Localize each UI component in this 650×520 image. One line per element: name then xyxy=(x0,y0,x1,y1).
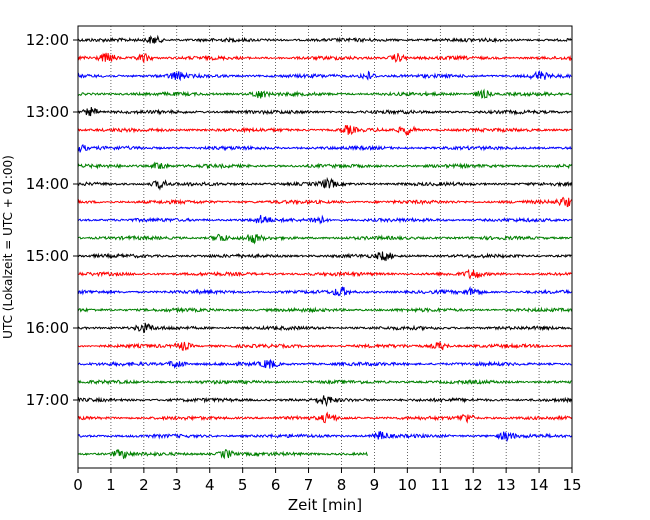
y-tick-label: 15:00 xyxy=(26,247,69,265)
x-axis-label: Zeit [min] xyxy=(288,496,362,514)
y-tick-label: 14:00 xyxy=(26,175,69,193)
x-tick-label: 7 xyxy=(304,476,314,494)
x-tick-label: 14 xyxy=(530,476,549,494)
trace-line xyxy=(77,431,572,443)
y-tick-label: 13:00 xyxy=(26,103,69,121)
x-tick-label: 13 xyxy=(497,476,516,494)
trace-line xyxy=(77,285,572,297)
x-tick-label: 4 xyxy=(205,476,215,494)
y-axis-ticks: 12:00 13:00 14:00 15:00 16:00 17:00 xyxy=(26,31,78,409)
trace-line xyxy=(77,341,572,352)
trace-line xyxy=(77,233,572,245)
trace-line xyxy=(77,88,572,99)
x-tick-label: 6 xyxy=(271,476,281,494)
plot-frame xyxy=(77,25,573,469)
trace-line xyxy=(77,34,572,44)
trace-line xyxy=(77,358,572,370)
trace-line xyxy=(77,395,572,408)
x-tick-label: 2 xyxy=(139,476,149,494)
x-tick-label: 15 xyxy=(562,476,581,494)
trace-line xyxy=(77,52,572,64)
x-axis-ticks: 0 1 2 3 4 5 6 7 8 9 10 11 12 13 14 15 xyxy=(73,468,582,494)
x-tick-label: 8 xyxy=(337,476,347,494)
x-tick-label: 0 xyxy=(73,476,83,494)
x-tick-label: 1 xyxy=(106,476,116,494)
x-tick-label: 5 xyxy=(238,476,248,494)
trace-line xyxy=(77,322,572,334)
trace-line xyxy=(77,411,572,424)
trace-line xyxy=(77,69,572,82)
x-tick-label: 12 xyxy=(464,476,483,494)
trace-line xyxy=(77,378,572,386)
trace-line xyxy=(77,196,572,208)
trace-line xyxy=(77,448,368,460)
trace-line xyxy=(77,125,572,137)
y-axis-label: UTC (Lokalzeit = UTC + 01:00) xyxy=(1,155,15,339)
trace-line xyxy=(77,144,572,153)
seismic-traces xyxy=(77,34,572,460)
x-tick-label: 11 xyxy=(431,476,450,494)
y-tick-label: 16:00 xyxy=(26,319,69,337)
y-tick-label: 12:00 xyxy=(26,31,69,49)
x-tick-label: 10 xyxy=(398,476,417,494)
trace-line xyxy=(77,107,572,117)
trace-line xyxy=(77,161,572,170)
trace-line xyxy=(77,251,572,262)
x-tick-label: 3 xyxy=(172,476,182,494)
trace-line xyxy=(77,214,572,225)
y-tick-label: 17:00 xyxy=(26,391,69,409)
x-tick-label: 9 xyxy=(370,476,380,494)
trace-line xyxy=(77,306,572,314)
trace-line xyxy=(78,176,572,191)
trace-line xyxy=(77,268,572,280)
